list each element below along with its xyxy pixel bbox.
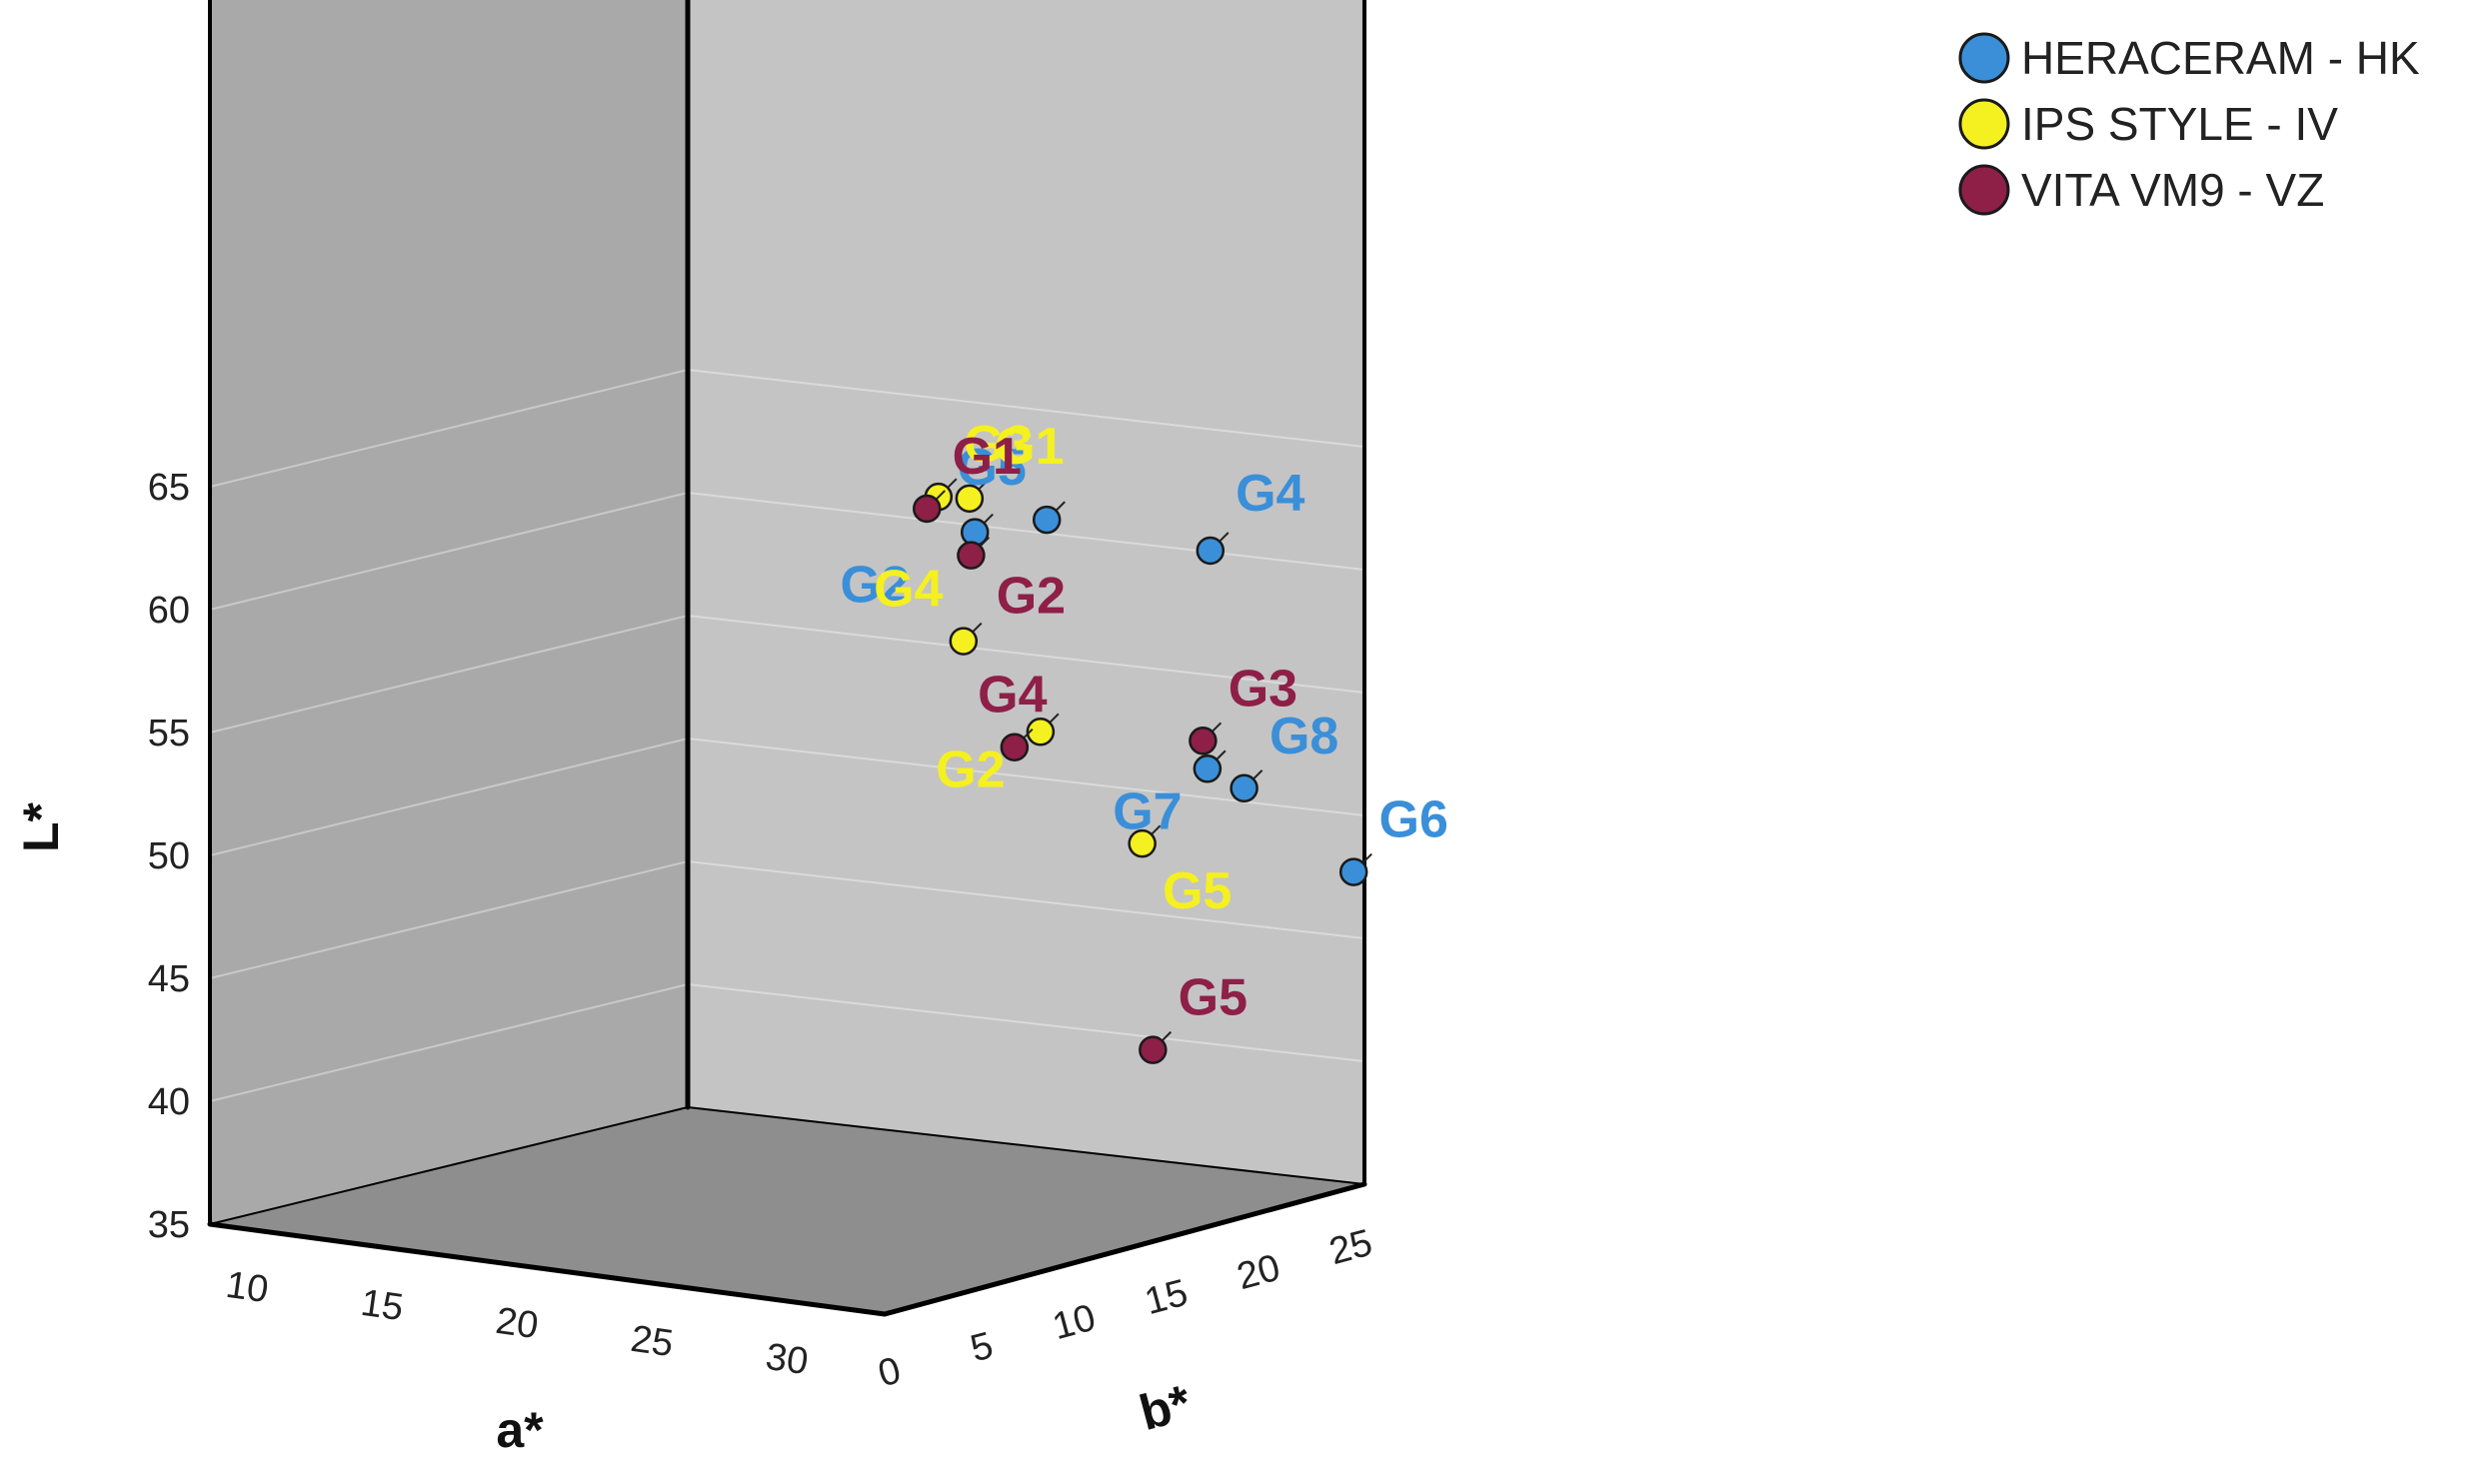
y-axis-title: L* bbox=[13, 801, 69, 852]
point-label: G4 bbox=[978, 667, 1047, 725]
gridline-left-55 bbox=[209, 615, 689, 734]
point-label: G5 bbox=[1163, 862, 1232, 920]
gridline-right-40 bbox=[687, 983, 1365, 1062]
y-tick-label: 40 bbox=[148, 1081, 190, 1123]
legend-label: IPS STYLE - IV bbox=[2021, 98, 2338, 150]
y-tick-label: 50 bbox=[148, 835, 190, 877]
legend-marker bbox=[1958, 98, 2010, 150]
point-label: G4 bbox=[1236, 465, 1304, 523]
legend: HERACERAM - HK IPS STYLE - IV VITA VM9 - V… bbox=[1958, 32, 2420, 216]
point-label: G3 bbox=[1229, 660, 1297, 718]
legend-label: HERACERAM - HK bbox=[2021, 32, 2420, 84]
gridline-left-65 bbox=[209, 369, 689, 488]
z-axis-title: b* bbox=[1134, 1374, 1197, 1441]
gridline-right-60 bbox=[687, 492, 1365, 571]
gridline-left-50 bbox=[209, 738, 689, 856]
x-tick-label: 25 bbox=[628, 1318, 676, 1365]
right-wall bbox=[688, 0, 1364, 1184]
data-point bbox=[1230, 773, 1258, 803]
gridline-left-45 bbox=[209, 860, 689, 979]
axis-ticks: 35 40 45 50 55 60 65 10 15 20 25 30 0 5 10 15 20 25 bbox=[148, 467, 1377, 1395]
point-label: G7 bbox=[1113, 782, 1182, 840]
y-tick-label: 55 bbox=[148, 713, 190, 754]
point-label: G4 bbox=[874, 561, 943, 619]
edge-front-floor-a bbox=[207, 1221, 888, 1317]
data-point bbox=[949, 627, 979, 656]
z-tick-label: 15 bbox=[1141, 1272, 1193, 1324]
x-tick-label: 20 bbox=[493, 1300, 541, 1347]
left-wall bbox=[210, 0, 688, 1224]
data-point bbox=[1032, 505, 1062, 535]
z-tick-label: 10 bbox=[1049, 1297, 1101, 1349]
point-label: G5 bbox=[958, 439, 1027, 497]
point-label: G2 bbox=[841, 557, 910, 615]
point-label: G6 bbox=[1379, 791, 1448, 849]
x-tick-label: 15 bbox=[358, 1282, 406, 1329]
z-tick-label: 20 bbox=[1233, 1247, 1284, 1299]
z-tick-label: 25 bbox=[1325, 1222, 1377, 1274]
data-point bbox=[1128, 828, 1157, 858]
gridline-right-55 bbox=[687, 615, 1365, 694]
point-label: G2 bbox=[936, 741, 1005, 798]
data-point bbox=[1189, 727, 1218, 755]
axis-titles: a* b* L* bbox=[13, 801, 1198, 1458]
point-label: G8 bbox=[1269, 708, 1338, 765]
point-label: G3 bbox=[964, 416, 1033, 474]
edge-back-floor-left bbox=[209, 1106, 689, 1225]
data-point bbox=[913, 494, 942, 524]
z-tick-label: 5 bbox=[967, 1324, 998, 1370]
gridline-right-65 bbox=[687, 369, 1365, 448]
x-tick-label: 10 bbox=[223, 1264, 271, 1311]
data-point bbox=[957, 541, 986, 570]
legend-marker bbox=[1958, 32, 2010, 84]
data-point bbox=[1139, 1035, 1168, 1064]
data-point bbox=[1338, 857, 1368, 886]
legend-label: VITA VM9 - VZ bbox=[2021, 164, 2324, 216]
data-points bbox=[913, 478, 1372, 1064]
data-point bbox=[955, 484, 985, 514]
y-tick-label: 65 bbox=[148, 467, 190, 509]
data-point bbox=[1193, 754, 1223, 783]
data-point bbox=[1000, 733, 1030, 761]
y-tick-label: 60 bbox=[148, 590, 190, 632]
data-point bbox=[1196, 536, 1226, 566]
x-tick-label: 30 bbox=[763, 1336, 811, 1383]
point-label: G1 bbox=[995, 418, 1064, 476]
legend-marker bbox=[1958, 164, 2010, 216]
edge-back-floor-right bbox=[687, 1106, 1365, 1185]
box-edges bbox=[207, 0, 1367, 1317]
gridline-right-50 bbox=[687, 738, 1365, 816]
gridline-left-60 bbox=[209, 492, 689, 611]
point-label: G1 bbox=[953, 428, 1022, 486]
data-point bbox=[1026, 718, 1056, 746]
edge-front-floor-b bbox=[882, 1181, 1367, 1317]
z-tick-label: 0 bbox=[874, 1349, 905, 1395]
x-axis-title: a* bbox=[496, 1402, 544, 1458]
y-tick-label: 35 bbox=[148, 1204, 190, 1246]
gridline-right-45 bbox=[687, 860, 1365, 939]
grid-lines bbox=[209, 369, 1365, 1102]
y-tick-label: 45 bbox=[148, 958, 190, 1000]
plot-walls bbox=[210, 0, 1364, 1314]
gridline-left-40 bbox=[209, 983, 689, 1102]
point-label: G5 bbox=[1179, 969, 1247, 1027]
point-label: G2 bbox=[997, 568, 1066, 626]
